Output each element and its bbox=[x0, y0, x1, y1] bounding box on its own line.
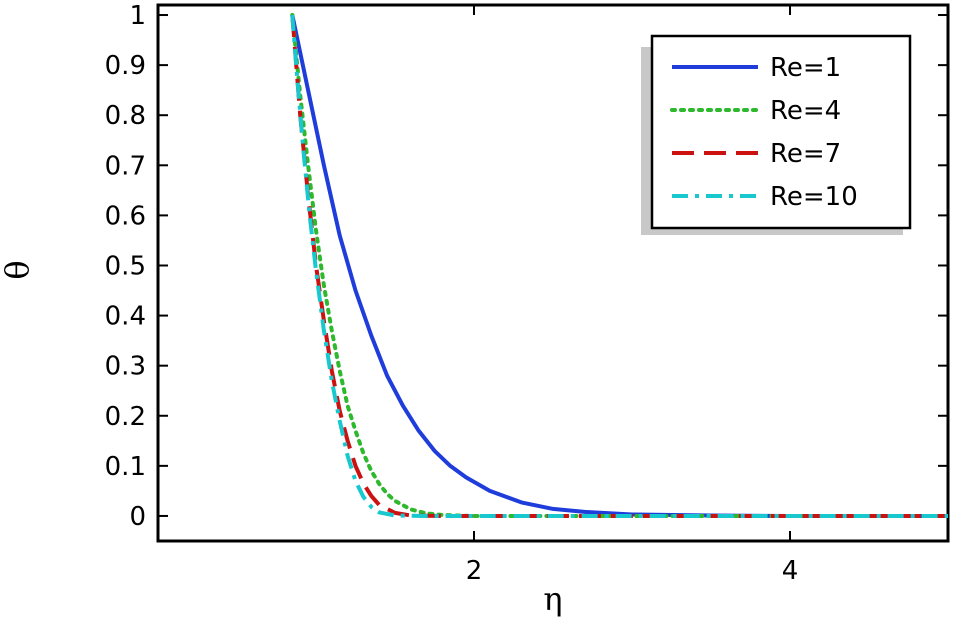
legend-label: Re=4 bbox=[770, 96, 841, 126]
y-tick-label: 0.3 bbox=[105, 352, 146, 382]
ticks-layer: 0 0.1 0.2 0.3 0.4 0.5 0.6 0.7 0.8 0.9 1 2 4 bbox=[105, 1, 948, 586]
y-tick-label: 0.1 bbox=[105, 452, 146, 482]
y-tick-label: 0.2 bbox=[105, 402, 146, 432]
y-tick-label: 0.9 bbox=[105, 51, 146, 81]
legend: Re=1 Re=4 Re=7 Re=10 bbox=[641, 34, 912, 235]
y-tick-label: 0 bbox=[129, 502, 146, 532]
y-tick-label: 0.5 bbox=[105, 251, 146, 281]
y-tick-label: 0.4 bbox=[105, 302, 146, 332]
y-tick-label: 0.6 bbox=[105, 201, 146, 231]
legend-label: Re=10 bbox=[770, 182, 858, 212]
legend-label: Re=1 bbox=[770, 53, 841, 83]
x-axis-title: η bbox=[543, 580, 562, 617]
plot-area-frame bbox=[156, 3, 950, 543]
y-axis-title: θ bbox=[0, 260, 36, 279]
series-layer bbox=[290, 13, 950, 518]
x-tick-label: 2 bbox=[466, 556, 483, 586]
y-tick-label: 1 bbox=[129, 1, 146, 31]
y-tick-label: 0.7 bbox=[105, 151, 146, 181]
y-tick-label: 0.8 bbox=[105, 101, 146, 131]
legend-label: Re=7 bbox=[770, 139, 841, 169]
series-line-re-10 bbox=[290, 14, 948, 518]
x-tick-label: 4 bbox=[782, 556, 799, 586]
